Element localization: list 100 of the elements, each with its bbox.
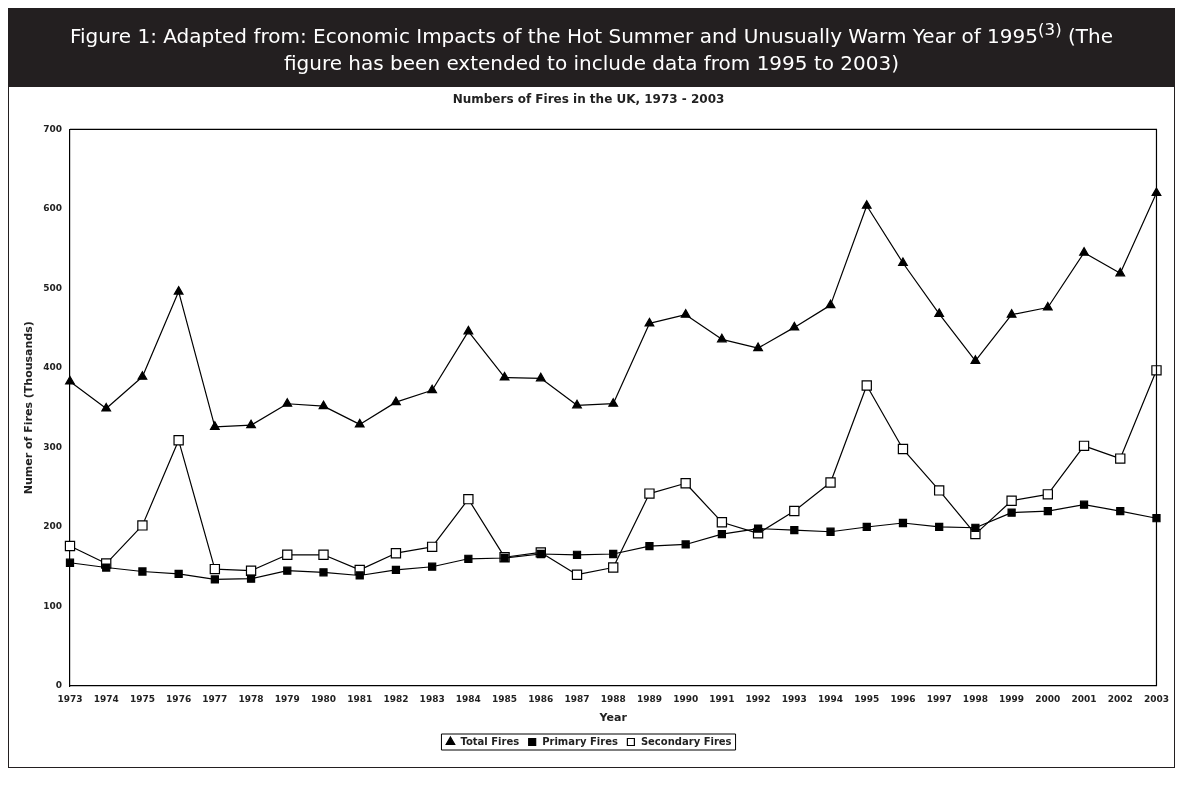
x-tick-label: 1980 [310,693,337,704]
point [609,549,618,558]
point [1152,513,1161,523]
y-tick-label: 700 [43,123,62,134]
x-tick-label: 1986 [528,693,554,704]
point [970,354,981,364]
point [608,397,619,407]
x-tick-label: 1975 [129,693,155,704]
legend-label: Primary Fires [542,735,618,747]
point [174,569,183,578]
point [283,566,292,575]
point [934,307,945,317]
x-tick-label: 1977 [202,693,228,704]
point [464,554,473,563]
point [102,563,111,572]
point [354,418,365,428]
x-tick-label: 2003 [1143,693,1170,704]
y-tick-label: 0 [55,680,62,690]
y-tick-label: 600 [43,202,62,213]
point [753,524,763,533]
point [789,321,800,331]
point [101,402,112,412]
x-tick-label: 1974 [93,693,119,704]
point [825,299,836,308]
point [571,569,583,580]
point [1006,308,1017,318]
point [65,558,75,567]
y-tick-label: 200 [43,520,62,531]
point [1116,506,1125,515]
point [716,333,727,343]
point [861,199,872,209]
x-axis-title: Year [598,710,628,724]
y-tick-label: 300 [43,441,62,452]
point [825,476,836,488]
x-tick-label: 1973 [57,693,83,704]
point [645,541,654,550]
x-tick-label: 1994 [818,693,844,704]
point [644,488,655,499]
point [137,370,148,380]
point [716,516,728,528]
x-tick-label: 2000 [1035,693,1061,704]
point [65,375,75,385]
chart-title: Numbers of Fires in the UK, 1973 - 2003 [452,91,725,106]
x-tick-label: 1990 [673,693,699,704]
x-tick-label: 1995 [854,693,880,704]
point [282,397,293,407]
point [862,522,871,531]
x-tick-label: 1981 [347,693,373,704]
x-tick-label: 1985 [492,693,518,704]
y-tick-label: 500 [43,282,62,293]
point [826,527,835,536]
point [210,574,219,584]
legend-label: Secondary Fires [640,735,732,747]
point [1151,364,1162,376]
point [644,317,655,327]
text: Figure 1: Adapted from: Economic Impacts of the Hot Summer and Unusually Warm Year of 1995$^{(3)}$ (The figure has been extended to include data from 1995 to 2003) [70,20,1113,75]
y-tick-label: 100 [43,600,62,611]
point [173,434,184,446]
point [1079,246,1089,256]
point [935,522,944,531]
x-tick-label: 1984 [455,693,481,704]
point [391,396,401,405]
point [572,550,582,559]
point [1078,440,1090,451]
x-tick-label: 1991 [709,693,735,704]
point [753,342,764,351]
x-tick-label: 1979 [274,693,300,704]
point [790,525,799,534]
x-tick-label: 1976 [166,693,192,704]
point [971,523,980,532]
x-tick-label: 2002 [1107,693,1133,704]
point [1006,495,1017,506]
x-tick-label: 1978 [238,693,264,704]
point [355,571,364,580]
point [1043,506,1052,515]
point [391,565,401,574]
x-tick-label: 1996 [890,693,916,704]
point [428,562,437,571]
point [64,540,76,551]
point [1042,301,1053,311]
x-tick-label: 1988 [600,693,626,704]
point [789,505,800,516]
point [680,477,691,489]
point [426,541,438,552]
x-tick-label: 1987 [564,693,590,704]
point [897,443,909,454]
point [1115,267,1126,277]
x-tick-label: 1983 [419,693,445,704]
legend-label: Total Fires [460,735,520,747]
x-tick-label: 1999 [999,693,1025,704]
x-tick-label: 1993 [781,693,807,704]
point [535,372,546,382]
point [318,549,329,560]
point [680,308,691,318]
point [861,379,872,391]
point [933,484,945,496]
point [1042,488,1054,500]
point [427,384,438,393]
x-tick-label: 1989 [636,693,662,704]
x-tick-label: 1982 [383,693,409,704]
